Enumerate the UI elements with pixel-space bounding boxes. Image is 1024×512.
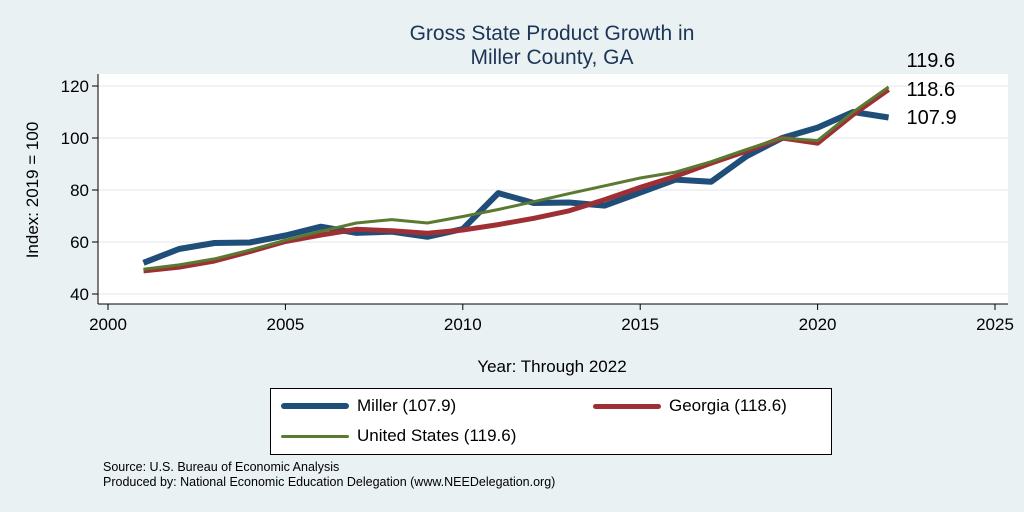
y-tick-label: 60 xyxy=(70,233,89,252)
y-tick-label: 120 xyxy=(61,77,89,96)
chart-title-line2: Miller County, GA xyxy=(471,46,634,69)
y-tick-label: 40 xyxy=(70,285,89,304)
axes: 40 60 80 100 120 2000 2005 2010 2015 2020 2025 xyxy=(61,74,1014,334)
end-label-miller: 107.9 xyxy=(907,107,957,129)
x-tick-label: 2015 xyxy=(621,315,659,334)
plot-area xyxy=(98,74,1008,304)
footer-source: Source: U.S. Bureau of Economic Analysis xyxy=(103,460,340,474)
legend-label-georgia: Georgia (118.6) xyxy=(669,396,787,415)
legend: Miller (107.9) Georgia (118.6) United St… xyxy=(270,388,832,455)
legend-swatch-united-states xyxy=(281,434,349,438)
series-lines xyxy=(142,85,891,274)
x-tick-label: 2010 xyxy=(444,315,482,334)
legend-item-georgia: Georgia (118.6) xyxy=(593,396,787,416)
y-tick-label: 80 xyxy=(70,181,89,200)
legend-label-miller: Miller (107.9) xyxy=(357,396,457,415)
y-axis-title: Index: 2019 = 100 xyxy=(23,122,42,259)
chart-title-line1: Gross State Product Growth in xyxy=(410,22,695,45)
x-tick-label: 2000 xyxy=(89,315,127,334)
end-labels: 107.9 118.6 119.6 xyxy=(907,50,957,129)
x-tick-label: 2020 xyxy=(799,315,837,334)
y-tick-label: 100 xyxy=(61,129,89,148)
series-line-united-states xyxy=(143,85,890,271)
legend-swatch-miller xyxy=(281,403,349,409)
footer-produced-by: Produced by: National Economic Education… xyxy=(103,475,556,489)
legend-item-united-states: United States (119.6) xyxy=(281,426,516,446)
x-axis-title: Year: Through 2022 xyxy=(477,357,626,376)
x-tick-label: 2005 xyxy=(266,315,304,334)
legend-item-miller: Miller (107.9) xyxy=(281,396,456,416)
x-tick-label: 2025 xyxy=(976,315,1014,334)
end-label-georgia: 118.6 xyxy=(907,79,956,101)
legend-label-united-states: United States (119.6) xyxy=(357,426,517,445)
legend-swatch-georgia xyxy=(593,403,661,409)
end-label-united-states: 119.6 xyxy=(907,50,956,72)
